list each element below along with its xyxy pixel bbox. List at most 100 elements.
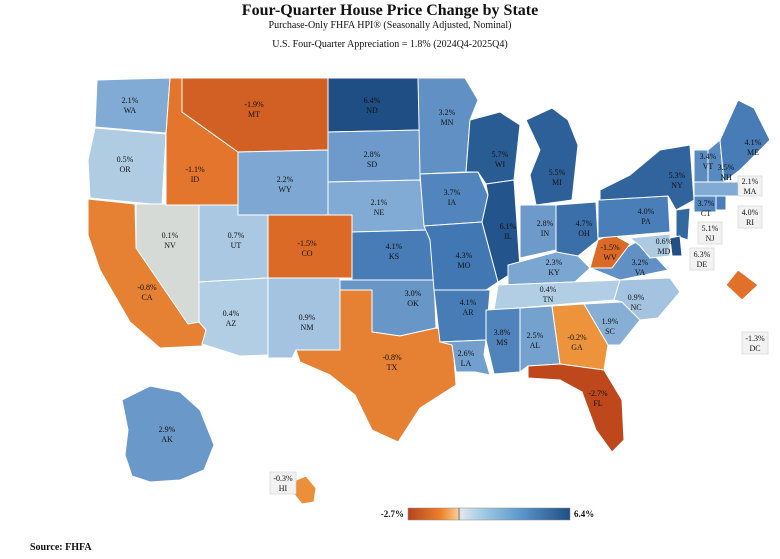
state-AK	[121, 385, 215, 483]
callout-box-RI	[737, 205, 763, 229]
state-MD	[629, 233, 671, 259]
state-code-WV: WV	[603, 253, 617, 262]
state-code-ND: ND	[366, 106, 378, 115]
state-code-AK: AK	[161, 435, 173, 444]
svg-text:-0.8%CA: -0.8% CA	[137, 283, 157, 302]
svg-text:2.8%IN: 2.8% IN	[537, 219, 554, 238]
callout-box-HI	[269, 471, 297, 495]
state-value-DC: -1.3%	[745, 334, 765, 343]
state-code-DE: DE	[697, 260, 708, 269]
state-value-WI: 5.7%	[492, 150, 509, 159]
state-value-SC: 1.9%	[602, 317, 619, 326]
state-code-SD: SD	[367, 160, 377, 169]
state-code-AZ: AZ	[226, 319, 237, 328]
state-value-AZ: 0.4%	[223, 309, 240, 318]
state-code-OH: OH	[578, 229, 590, 238]
state-code-NJ: NJ	[706, 234, 715, 243]
svg-text:-0.2%GA: -0.2% GA	[567, 333, 587, 352]
state-value-NE: 2.1%	[371, 198, 388, 207]
svg-text:-2.7%FL: -2.7% FL	[588, 389, 608, 408]
svg-text:-1.5%CO: -1.5% CO	[297, 239, 317, 258]
state-DC	[725, 269, 759, 301]
state-IN	[519, 204, 557, 259]
state-value-ND: 6.4%	[364, 96, 381, 105]
state-value-MT: -1.9%	[244, 100, 264, 109]
callout-box-DC	[741, 331, 769, 355]
state-code-PA: PA	[641, 217, 651, 226]
callout-box-MA	[737, 175, 763, 197]
svg-text:-1.1%ID: -1.1% ID	[185, 165, 205, 184]
state-code-IN: IN	[541, 229, 550, 238]
state-code-TX: TX	[387, 363, 398, 372]
state-code-MA: MA	[744, 187, 757, 196]
state-ND	[327, 77, 421, 133]
state-code-KY: KY	[548, 268, 560, 277]
state-code-KS: KS	[389, 252, 399, 261]
state-code-UT: UT	[231, 241, 242, 250]
state-value-MS: 3.8%	[494, 328, 511, 337]
state-code-NM: NM	[301, 323, 314, 332]
state-code-MO: MO	[458, 261, 471, 270]
state-value-SD: 2.8%	[364, 150, 381, 159]
svg-text:6.3%DE: 6.3% DE	[694, 250, 711, 269]
state-code-TN: TN	[543, 295, 554, 304]
svg-text:4.0%PA: 4.0% PA	[638, 207, 655, 226]
svg-text:3.7%CT: 3.7% CT	[698, 199, 715, 218]
state-code-CO: CO	[301, 249, 312, 258]
state-value-DE: 6.3%	[694, 250, 711, 259]
state-code-MS: MS	[496, 338, 508, 347]
svg-text:2.8%SD: 2.8% SD	[364, 150, 381, 169]
svg-text:2.2%WY: 2.2% WY	[277, 175, 294, 194]
state-value-NV: 0.1%	[162, 231, 179, 240]
callout-box-NJ	[697, 221, 723, 245]
state-code-VA: VA	[635, 268, 646, 277]
state-code-WI: WI	[495, 160, 506, 169]
svg-text:4.0%RI: 4.0% RI	[742, 208, 759, 227]
svg-text:4.1%AR: 4.1% AR	[460, 298, 477, 317]
svg-text:2.5%AL: 2.5% AL	[527, 331, 544, 350]
svg-text:0.7%UT: 0.7% UT	[228, 231, 245, 250]
svg-text:0.9%NC: 0.9% NC	[628, 293, 645, 312]
state-code-ID: ID	[191, 175, 200, 184]
state-value-FL: -2.7%	[588, 389, 608, 398]
svg-text:3.0%OK: 3.0% OK	[405, 289, 422, 308]
state-code-MN: MN	[441, 118, 454, 127]
state-code-AL: AL	[530, 341, 541, 350]
state-code-MT: MT	[248, 110, 260, 119]
color-legend: -2.7% 6.4%	[381, 507, 594, 521]
svg-text:0.6%MD: 0.6% MD	[656, 237, 673, 256]
state-code-DC: DC	[749, 344, 760, 353]
state-value-OK: 3.0%	[405, 289, 422, 298]
state-code-NH: NH	[720, 173, 732, 182]
state-MS	[485, 307, 521, 375]
svg-text:3.2%MN: 3.2% MN	[439, 108, 456, 127]
state-code-AR: AR	[462, 308, 474, 317]
state-code-NV: NV	[164, 241, 176, 250]
state-value-AL: 2.5%	[527, 331, 544, 340]
svg-text:4.3%MO: 4.3% MO	[456, 251, 473, 270]
state-code-GA: GA	[571, 343, 583, 352]
state-value-KS: 4.1%	[386, 242, 403, 251]
state-code-CA: CA	[141, 293, 152, 302]
svg-text:2.3%KY: 2.3% KY	[546, 258, 563, 277]
state-CT	[693, 195, 717, 213]
legend-gradient-bar	[407, 507, 571, 521]
svg-text:4.7%OH: 4.7% OH	[576, 219, 593, 238]
state-value-WA: 2.1%	[122, 96, 139, 105]
svg-text:5.1%NJ: 5.1% NJ	[702, 224, 719, 243]
state-value-NC: 0.9%	[628, 293, 645, 302]
state-code-ME: ME	[747, 148, 759, 157]
state-value-VA: 3.2%	[632, 258, 649, 267]
callout-box-DE	[689, 247, 715, 271]
state-value-NJ: 5.1%	[702, 224, 719, 233]
svg-text:5.7%WI: 5.7% WI	[492, 150, 509, 169]
state-code-FL: FL	[593, 399, 602, 408]
state-HI	[293, 475, 317, 505]
state-code-MD: MD	[658, 247, 671, 256]
state-value-TN: 0.4%	[540, 285, 557, 294]
svg-text:5.3%NY: 5.3% NY	[669, 171, 686, 190]
svg-text:2.1%MA: 2.1% MA	[742, 177, 759, 196]
svg-text:3.8%MS: 3.8% MS	[494, 328, 511, 347]
legend-min-label: -2.7%	[381, 509, 404, 519]
state-value-MI: 5.5%	[549, 168, 566, 177]
